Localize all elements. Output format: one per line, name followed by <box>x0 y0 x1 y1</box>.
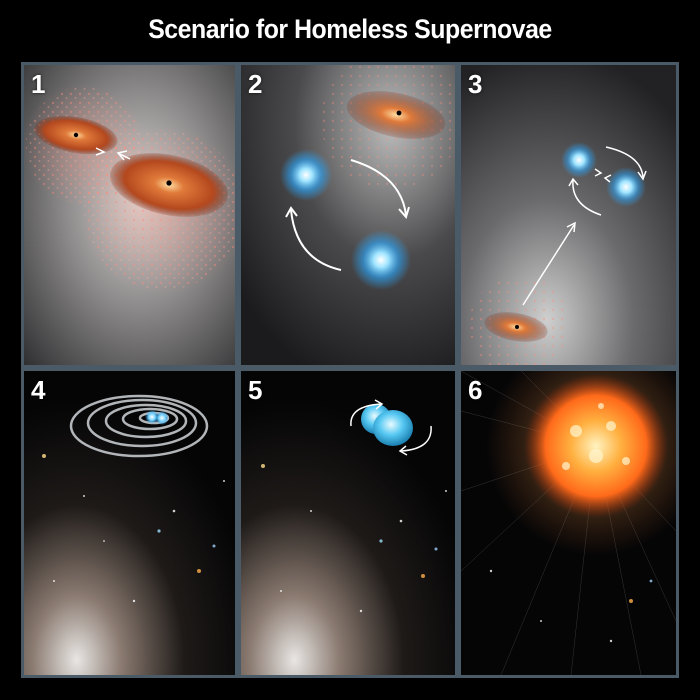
panel-5-illustration <box>241 371 455 675</box>
blue-star-lower <box>351 230 411 290</box>
panel-4-number: 4 <box>31 375 46 405</box>
panel-4-illustration <box>24 371 235 675</box>
orbit-arrows-icon <box>285 159 410 271</box>
panel-1-illustration <box>24 65 235 365</box>
panel-2-illustration <box>241 65 455 365</box>
panel-3: 3 <box>461 65 676 365</box>
panel-1-number: 1 <box>31 69 46 99</box>
panel-6: 6 <box>461 371 676 675</box>
approach-arrows-icon <box>95 147 131 161</box>
panel-5: 5 <box>241 371 455 675</box>
blue-star-upper <box>280 149 332 201</box>
galaxy-disk <box>346 91 446 139</box>
panel-1: 1 <box>24 65 235 365</box>
panel-6-illustration <box>461 371 676 675</box>
panel-2-number: 2 <box>248 69 263 99</box>
blue-star-pair-b <box>155 411 169 425</box>
merging-star-right <box>373 410 413 446</box>
figure-title: Scenario for Homeless Supernovae <box>148 14 552 44</box>
panel-3-number: 3 <box>468 69 483 99</box>
merge-orbit-arrows-icon <box>350 399 432 456</box>
blue-star-left <box>561 142 597 178</box>
orbit-arrows-icon <box>568 146 647 216</box>
panel-grid: 1 <box>21 62 679 678</box>
panel-4: 4 <box>24 371 235 675</box>
panel-2: 2 <box>241 65 455 365</box>
blue-star-right <box>606 167 646 207</box>
supernova-explosion <box>524 374 668 518</box>
panel-6-number: 6 <box>468 375 483 405</box>
ejection-arrow-icon <box>522 221 576 306</box>
panel-3-illustration <box>461 65 676 365</box>
panel-5-number: 5 <box>248 375 263 405</box>
